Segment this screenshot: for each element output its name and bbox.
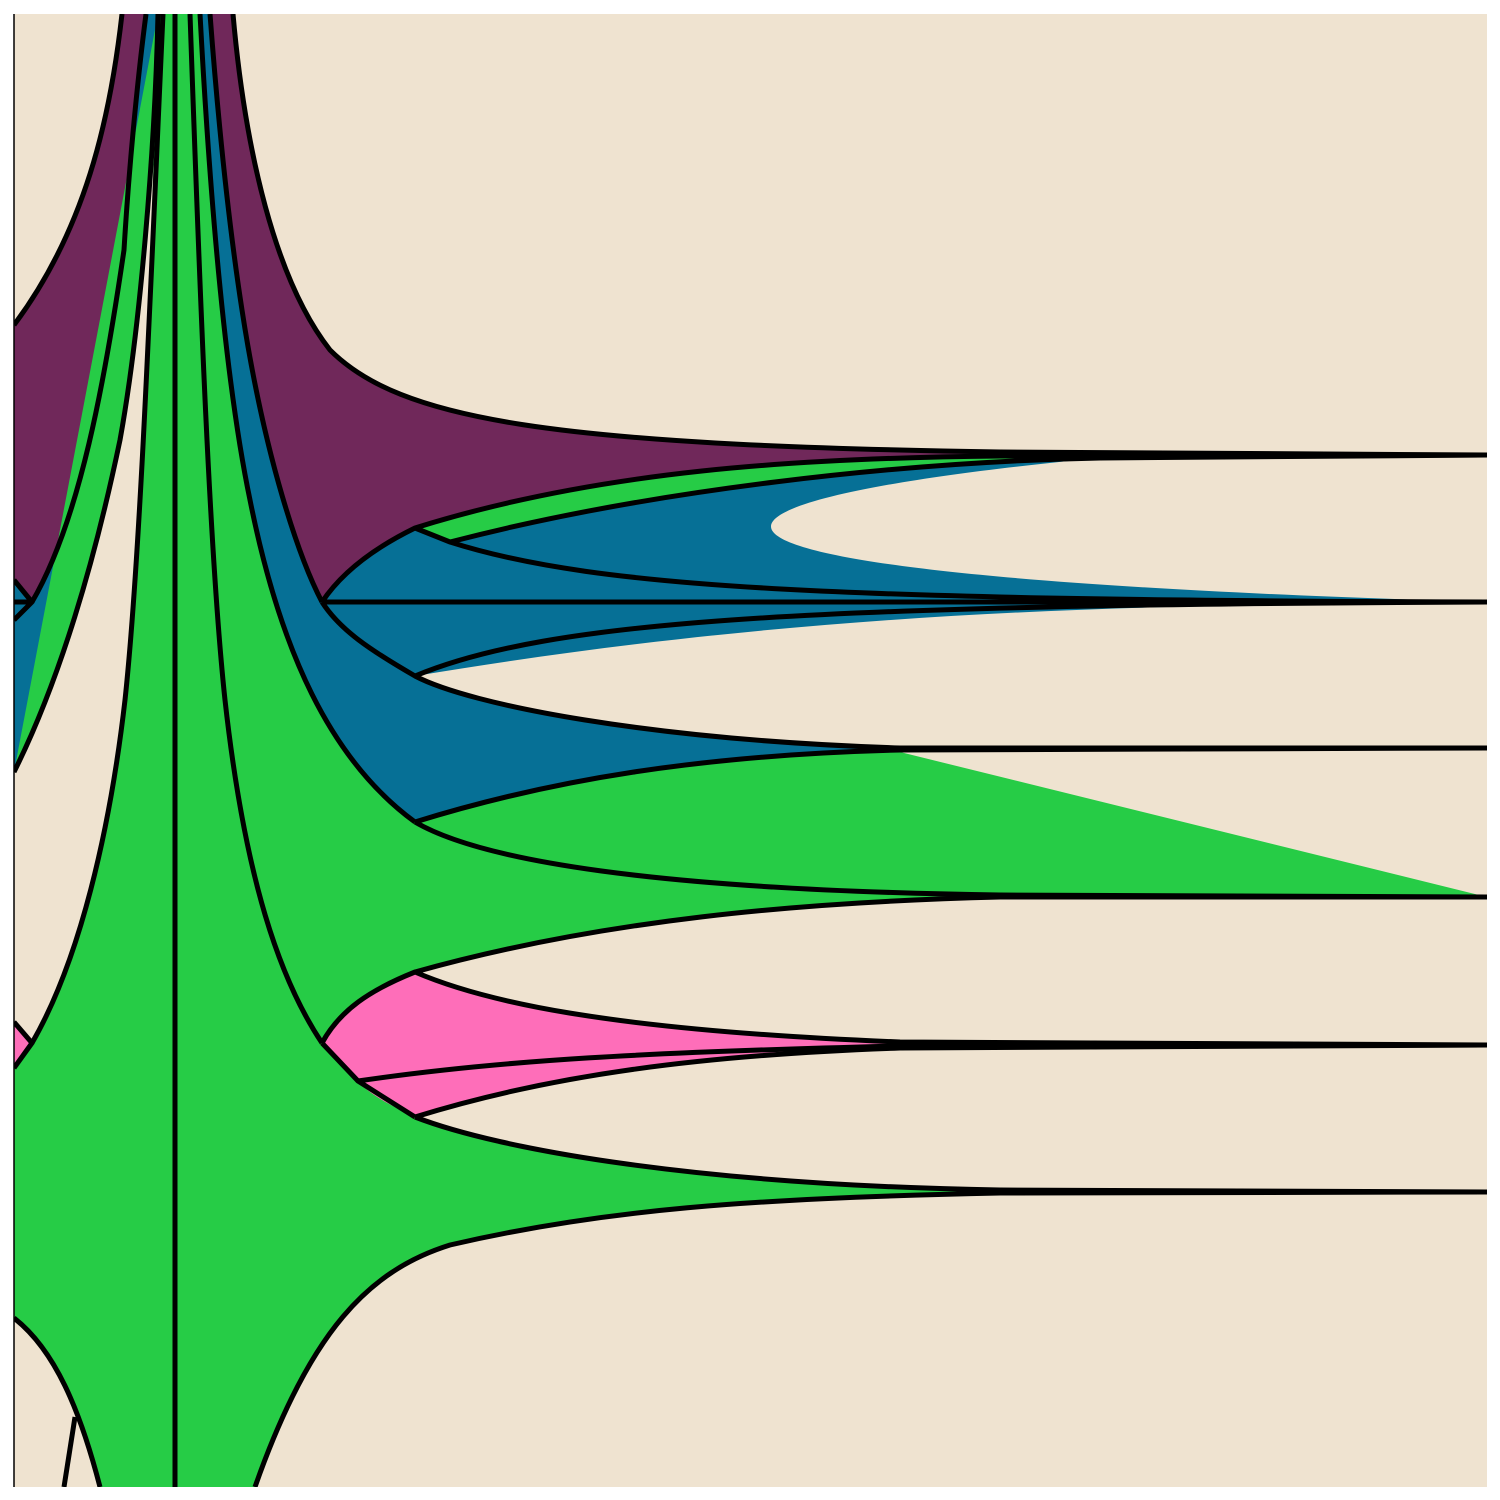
boundary-curve — [357, 1042, 1487, 1084]
boundary-curve — [252, 1189, 1487, 1487]
boundary-curve — [414, 1042, 1487, 1120]
boundary-curve — [414, 745, 1487, 825]
boundary-curve — [414, 894, 1487, 975]
boundary-curve — [320, 1041, 417, 1120]
boundary-curve — [197, 14, 417, 825]
boundary-curve — [230, 14, 1487, 458]
green-region — [14, 14, 1487, 1487]
boundary-curve — [14, 578, 35, 622]
boundary-curve — [413, 819, 1487, 900]
green-sliver-top — [415, 455, 1487, 542]
boundary-curve — [414, 1114, 1487, 1195]
boundary-curves — [14, 14, 1487, 1487]
boundary-curve — [29, 14, 149, 604]
boundary-curve — [14, 14, 125, 327]
boundary-curve — [14, 1020, 35, 1070]
boundary-curve — [14, 1316, 103, 1487]
boundary-curve — [61, 1416, 78, 1487]
boundary-curve — [207, 14, 325, 604]
blue-region — [14, 14, 1487, 822]
pink-region — [14, 972, 1487, 1117]
boundary-curve — [414, 452, 1487, 545]
boundary-curve — [319, 452, 1487, 604]
boundary-curve — [187, 14, 325, 1045]
boundary-curve — [319, 969, 1487, 1048]
boundary-curve — [414, 599, 1487, 679]
boundary-curve — [14, 14, 161, 774]
boundary-curve — [319, 600, 1487, 751]
boundary-curve — [29, 14, 166, 1045]
